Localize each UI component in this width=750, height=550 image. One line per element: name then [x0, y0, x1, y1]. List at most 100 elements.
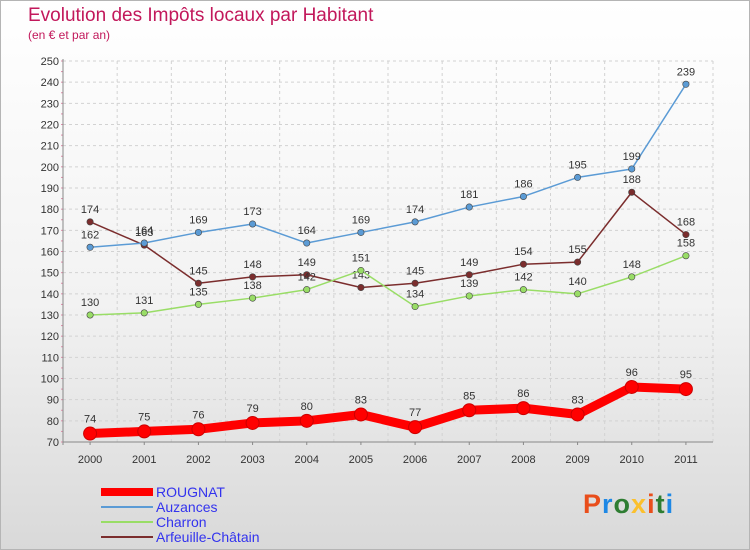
x-tick-label: 2008 — [511, 454, 535, 466]
data-label: 154 — [514, 246, 532, 258]
data-label: 135 — [189, 286, 207, 298]
y-tick-label: 250 — [41, 56, 59, 68]
legend: ROUGNAT Auzances Charron Arfeuille-Châta… — [101, 485, 321, 545]
data-label: 80 — [301, 401, 313, 413]
data-point — [86, 311, 94, 319]
y-tick-label: 130 — [41, 310, 59, 322]
data-point — [628, 165, 636, 173]
data-label: 149 — [460, 257, 478, 269]
data-label: 163 — [135, 227, 153, 239]
data-label: 239 — [677, 66, 695, 78]
legend-item-rougnat: ROUGNAT — [101, 485, 321, 500]
data-point — [570, 407, 585, 422]
data-point — [519, 260, 527, 268]
data-point — [628, 273, 636, 281]
data-label: 199 — [623, 151, 641, 163]
logo-letter: x — [631, 489, 648, 519]
data-point — [299, 413, 314, 428]
logo-letter: i — [647, 489, 656, 519]
y-tick-label: 210 — [41, 141, 59, 153]
data-label: 139 — [460, 278, 478, 290]
data-label: 74 — [84, 414, 96, 426]
data-point — [465, 271, 473, 279]
data-label: 169 — [352, 214, 370, 226]
series-line — [85, 382, 691, 439]
data-point — [191, 422, 206, 437]
data-label: 140 — [568, 276, 586, 288]
y-tick-label: 90 — [47, 395, 59, 407]
data-point — [465, 203, 473, 211]
data-label: 148 — [623, 259, 641, 271]
x-tick-label: 2005 — [349, 454, 373, 466]
legend-swatch-arfeuille-chatain — [101, 536, 153, 538]
data-point — [353, 407, 368, 422]
data-label: 188 — [623, 174, 641, 186]
data-label: 145 — [189, 265, 207, 277]
data-label: 162 — [81, 229, 99, 241]
logo-letter: o — [613, 489, 632, 519]
chart-title: Evolution des Impôts locaux par Habitant — [28, 5, 374, 26]
data-point — [357, 267, 365, 275]
data-label: 76 — [192, 409, 204, 421]
series-line — [89, 191, 687, 289]
y-tick-label: 120 — [41, 331, 59, 343]
data-label: 85 — [463, 390, 475, 402]
data-label: 83 — [355, 394, 367, 406]
data-label: 158 — [677, 238, 695, 250]
legend-item-arfeuille-chatain: Arfeuille-Châtain — [101, 530, 321, 545]
logo-letter: P — [583, 489, 603, 519]
x-tick-label: 2011 — [674, 454, 698, 466]
data-point — [249, 273, 257, 281]
data-point — [86, 243, 94, 251]
data-point — [624, 379, 639, 394]
data-point — [574, 290, 582, 298]
data-label: 138 — [243, 280, 261, 292]
data-point — [408, 420, 423, 435]
data-label: 95 — [680, 369, 692, 381]
data-point — [519, 192, 527, 200]
logo-letter: i — [665, 489, 675, 519]
legend-label-charron: Charron — [156, 514, 207, 530]
data-point — [519, 286, 527, 294]
legend-label-rougnat: ROUGNAT — [156, 484, 225, 500]
x-tick-label: 2006 — [403, 454, 427, 466]
x-tick-label: 2007 — [457, 454, 481, 466]
data-point — [628, 188, 636, 196]
data-label: 145 — [406, 265, 424, 277]
data-label: 164 — [298, 225, 316, 237]
data-point — [303, 271, 311, 279]
y-tick-label: 100 — [41, 374, 59, 386]
data-point — [462, 403, 477, 418]
y-tick-label: 160 — [41, 247, 59, 259]
y-tick-label: 230 — [41, 98, 59, 110]
data-point — [86, 218, 94, 226]
data-point — [194, 300, 202, 308]
data-label: 168 — [677, 217, 695, 229]
legend-label-arfeuille-chatain: Arfeuille-Châtain — [156, 529, 260, 545]
y-tick-label: 150 — [41, 268, 59, 280]
x-tick-label: 2010 — [620, 454, 644, 466]
data-point — [411, 303, 419, 311]
y-tick-label: 140 — [41, 289, 59, 301]
data-label: 155 — [568, 244, 586, 256]
legend-item-charron: Charron — [101, 515, 321, 530]
data-point — [140, 309, 148, 317]
legend-item-auzances: Auzances — [101, 500, 321, 515]
data-point — [574, 173, 582, 181]
data-point — [357, 283, 365, 291]
data-label: 86 — [517, 388, 529, 400]
data-point — [682, 252, 690, 260]
data-label: 131 — [135, 295, 153, 307]
data-label: 174 — [81, 204, 99, 216]
legend-swatch-charron — [101, 521, 153, 523]
legend-label-auzances: Auzances — [156, 499, 218, 515]
data-point — [137, 424, 152, 439]
data-point — [574, 258, 582, 266]
x-tick-label: 2002 — [186, 454, 210, 466]
data-label: 142 — [514, 272, 532, 284]
x-tick-label: 2001 — [132, 454, 156, 466]
series-line — [89, 254, 687, 316]
data-point — [303, 239, 311, 247]
